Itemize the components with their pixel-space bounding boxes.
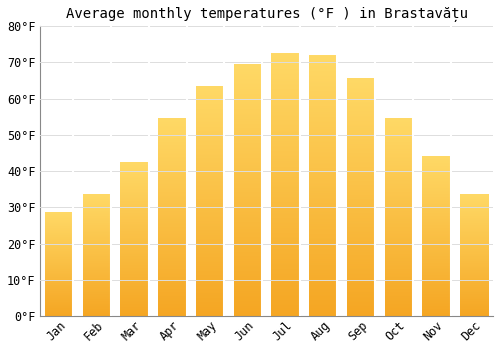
Title: Average monthly temperatures (°F ) in Brastavățu: Average monthly temperatures (°F ) in Br…	[66, 7, 468, 22]
